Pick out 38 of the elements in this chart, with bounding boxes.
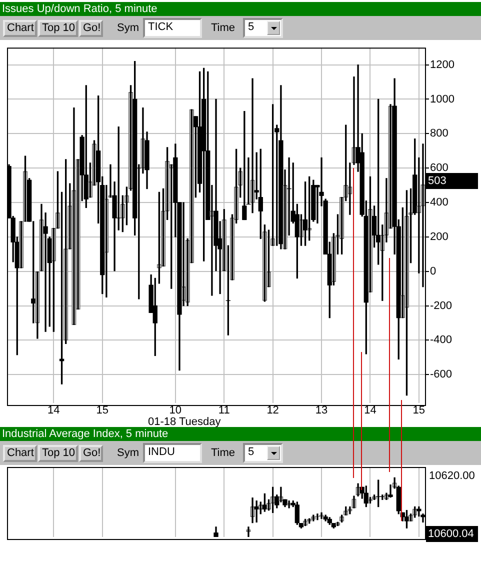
y-tick-label: 600 [430,162,448,174]
text: Chart [3,445,37,462]
text: 503 [426,173,478,189]
x-tick-label: 15 [412,404,426,417]
text: Sym [117,447,139,459]
x-tick-label: 14 [364,404,376,417]
y-tick-label: 200 [430,230,448,243]
y-tick-label: -600 [430,368,452,381]
text: Time [211,22,236,34]
text: Chart [3,20,37,37]
x-tick-label: 10 [169,404,182,417]
y-tick-label: -200 [430,300,452,312]
text: 5 [243,443,283,463]
x-tick-label: 14 [48,404,60,417]
x-tick-label: 13 [315,404,328,417]
text: INDU [143,443,202,463]
text: 01-18 Tuesday [148,416,221,428]
y-tick-label: -400 [430,334,452,346]
text: TICK [143,18,202,38]
x-tick-label: 12 [266,404,279,417]
x-tick-label: 15 [96,404,108,417]
chart-title: Issues Up/down Ratio, 5 minute [0,2,481,16]
y-tick-label: 0 [430,265,436,278]
y-tick-label: 800 [430,128,448,140]
y-tick-label: 1000 [430,93,454,106]
text: Top 10 [38,20,78,37]
text: Top 10 [38,445,78,462]
text: Go! [79,445,103,462]
y-tick-label: 400 [430,196,448,209]
text: Go! [79,20,103,37]
text: 10600.04 [426,526,478,542]
chart-title: Industrial Average Index, 5 minute [0,427,481,441]
text: Time [211,447,236,459]
text: 10620.00 [429,470,475,482]
y-tick-label: 1200 [430,58,454,71]
text: 5 [243,18,283,38]
x-tick-label: 11 [218,404,230,417]
text: Sym [117,22,139,34]
